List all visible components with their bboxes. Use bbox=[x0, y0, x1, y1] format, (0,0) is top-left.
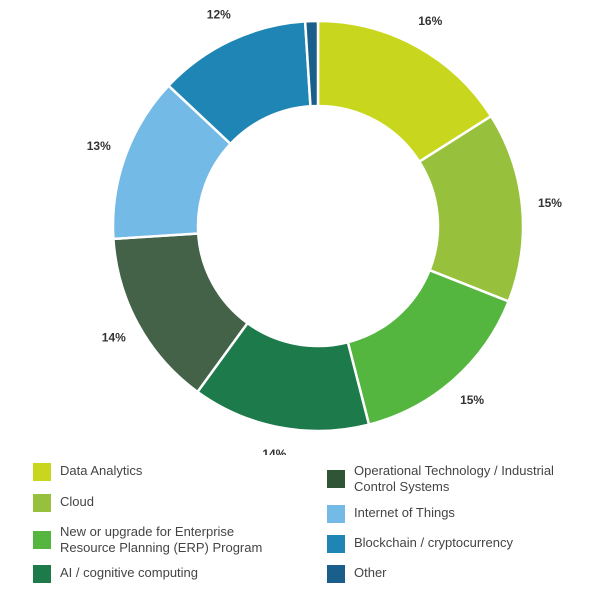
slice-value-label: 14% bbox=[102, 330, 126, 344]
slice-value-label: 15% bbox=[460, 393, 484, 407]
slice-value-label: 12% bbox=[207, 7, 231, 21]
legend-label: New or upgrade for Enterprise Resource P… bbox=[60, 524, 263, 555]
slice-value-label: 14% bbox=[262, 447, 286, 455]
legend-item-cloud: Cloud bbox=[33, 494, 303, 512]
legend-item-other: Other bbox=[327, 565, 597, 583]
legend-label: Blockchain / cryptocurrency bbox=[354, 535, 513, 550]
legend-label: AI / cognitive computing bbox=[60, 565, 199, 580]
legend-label: Operational Technology / Industrial Cont… bbox=[354, 463, 554, 494]
legend-item-ai: AI / cognitive computing bbox=[33, 565, 303, 583]
slice-value-label: 15% bbox=[538, 196, 562, 210]
legend-label: Data Analytics bbox=[60, 463, 143, 478]
donut-chart: 16%15%15%14%14%13%12%1% bbox=[87, 7, 563, 455]
legend-swatch bbox=[327, 565, 345, 583]
legend-item-operational-technology: Operational Technology / Industrial Cont… bbox=[327, 463, 597, 495]
legend-swatch bbox=[33, 531, 51, 549]
legend-swatch bbox=[327, 470, 345, 488]
legend-swatch bbox=[33, 463, 51, 481]
legend-swatch bbox=[327, 535, 345, 553]
legend-item-erp: New or upgrade for Enterprise Resource P… bbox=[33, 524, 283, 556]
donut-slice-8 bbox=[303, 19, 320, 108]
legend-swatch bbox=[33, 494, 51, 512]
legend-item-blockchain: Blockchain / cryptocurrency bbox=[327, 535, 597, 553]
legend-item-data-analytics: Data Analytics bbox=[33, 463, 303, 481]
legend-label: Other bbox=[354, 565, 387, 580]
legend-label: Cloud bbox=[60, 494, 94, 509]
slice-value-label: 16% bbox=[418, 14, 442, 28]
legend-swatch bbox=[327, 505, 345, 523]
slice-value-label: 13% bbox=[87, 139, 111, 153]
legend-swatch bbox=[33, 565, 51, 583]
donut-slice-3 bbox=[346, 268, 510, 426]
legend-label: Internet of Things bbox=[354, 505, 455, 520]
legend-item-internet-of-things: Internet of Things bbox=[327, 505, 597, 523]
